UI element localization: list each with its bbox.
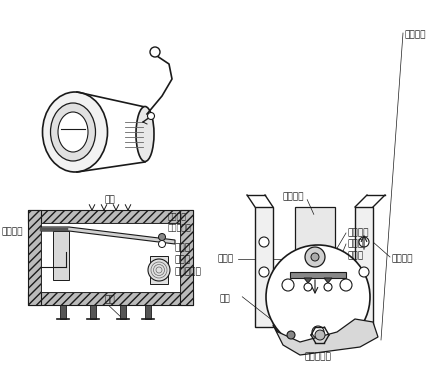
Polygon shape xyxy=(41,227,174,244)
Circle shape xyxy=(281,279,293,291)
Bar xyxy=(41,223,180,292)
Bar xyxy=(354,207,372,327)
Bar xyxy=(150,256,168,284)
Circle shape xyxy=(323,283,331,291)
Text: 静触点: 静触点 xyxy=(347,252,363,260)
Text: 热量: 热量 xyxy=(105,195,115,204)
Bar xyxy=(254,207,273,327)
Ellipse shape xyxy=(43,92,107,172)
Text: 加热器: 加热器 xyxy=(217,255,233,264)
Circle shape xyxy=(148,259,170,281)
Text: 电阻加热器: 电阻加热器 xyxy=(304,353,331,361)
Text: 动触点: 动触点 xyxy=(347,240,363,248)
Circle shape xyxy=(314,330,324,340)
Ellipse shape xyxy=(136,106,154,161)
Text: 加热变形: 加热变形 xyxy=(2,228,23,236)
Ellipse shape xyxy=(50,103,95,161)
Circle shape xyxy=(339,279,351,291)
Text: 静触点: 静触点 xyxy=(174,255,191,264)
Circle shape xyxy=(158,240,165,248)
Text: 双金属片
（正常时）: 双金属片 （正常时） xyxy=(168,212,191,232)
Text: 双金属片: 双金属片 xyxy=(404,31,425,39)
Bar xyxy=(120,305,126,319)
Circle shape xyxy=(310,253,318,261)
Circle shape xyxy=(304,247,324,267)
Circle shape xyxy=(358,237,368,247)
Polygon shape xyxy=(323,278,331,283)
Circle shape xyxy=(265,245,369,349)
Circle shape xyxy=(147,113,154,120)
Circle shape xyxy=(150,47,160,57)
Text: 电阻加热器: 电阻加热器 xyxy=(174,267,201,276)
Polygon shape xyxy=(303,278,311,283)
Circle shape xyxy=(303,283,311,291)
Bar xyxy=(289,272,345,278)
Bar xyxy=(294,207,334,312)
Circle shape xyxy=(258,237,268,247)
Bar xyxy=(28,210,41,305)
Text: 双金属片: 双金属片 xyxy=(347,228,368,238)
Circle shape xyxy=(158,233,165,240)
Bar xyxy=(28,292,193,305)
Text: 触点: 触点 xyxy=(220,295,230,303)
Bar xyxy=(145,305,151,319)
Text: 调节螺丝: 调节螺丝 xyxy=(283,192,304,202)
Text: 电流方向: 电流方向 xyxy=(391,255,413,264)
Circle shape xyxy=(311,326,323,338)
Bar xyxy=(180,210,193,305)
Bar xyxy=(90,305,96,319)
Circle shape xyxy=(358,267,368,277)
Polygon shape xyxy=(273,319,377,355)
Ellipse shape xyxy=(58,112,88,152)
Bar xyxy=(60,305,66,319)
Bar xyxy=(53,231,69,280)
Text: 动触点: 动触点 xyxy=(174,243,191,252)
Circle shape xyxy=(258,267,268,277)
Circle shape xyxy=(286,331,294,339)
Text: 端子: 端子 xyxy=(105,296,115,305)
Bar xyxy=(28,210,193,223)
